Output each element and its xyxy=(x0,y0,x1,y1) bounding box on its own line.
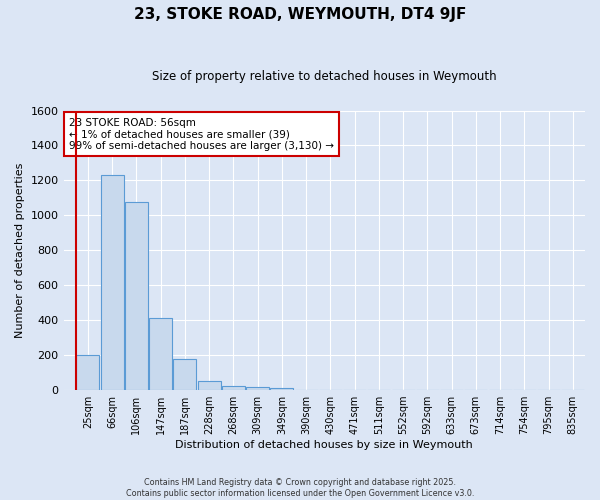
Bar xyxy=(197,382,221,390)
Title: Size of property relative to detached houses in Weymouth: Size of property relative to detached ho… xyxy=(152,70,497,83)
Bar xyxy=(222,386,245,390)
Bar xyxy=(101,175,124,390)
Text: 23 STOKE ROAD: 56sqm
← 1% of detached houses are smaller (39)
99% of semi-detach: 23 STOKE ROAD: 56sqm ← 1% of detached ho… xyxy=(69,118,334,150)
Text: Contains HM Land Registry data © Crown copyright and database right 2025.
Contai: Contains HM Land Registry data © Crown c… xyxy=(126,478,474,498)
Bar xyxy=(125,202,148,390)
Y-axis label: Number of detached properties: Number of detached properties xyxy=(15,162,25,338)
Text: 23, STOKE ROAD, WEYMOUTH, DT4 9JF: 23, STOKE ROAD, WEYMOUTH, DT4 9JF xyxy=(134,8,466,22)
Bar xyxy=(76,355,100,390)
Bar xyxy=(271,388,293,390)
Bar xyxy=(173,358,196,390)
Bar xyxy=(246,388,269,390)
X-axis label: Distribution of detached houses by size in Weymouth: Distribution of detached houses by size … xyxy=(175,440,473,450)
Bar xyxy=(149,318,172,390)
